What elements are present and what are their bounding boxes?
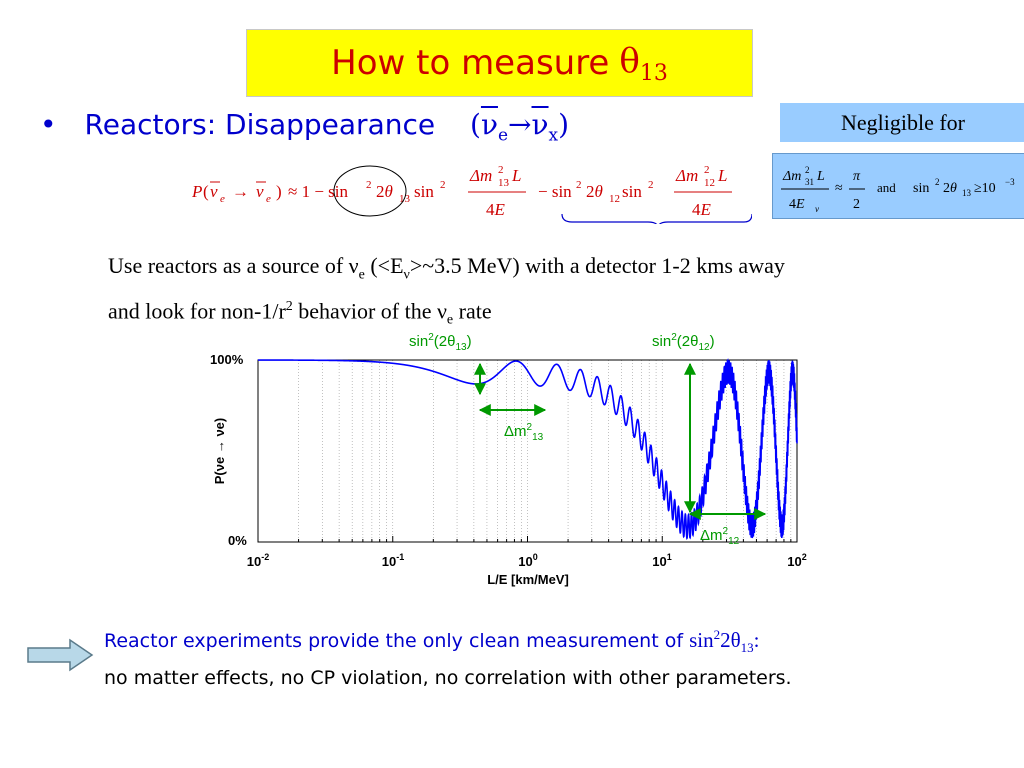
x-tick-label-1: 10-2 (247, 552, 269, 569)
svg-text:sin: sin (622, 182, 642, 201)
svg-text:P: P (192, 182, 202, 201)
svg-text:≈ 1 − sin: ≈ 1 − sin (288, 182, 349, 201)
svg-text:Δm: Δm (782, 169, 801, 184)
right-arrow-icon (26, 638, 96, 677)
oscillation-plot: 100% 0% P(νe → νe) 10-2 10-1 100 101 102… (200, 326, 820, 591)
y-tick-label-100: 100% (210, 352, 244, 367)
x-tick-label-2: 10-1 (382, 552, 404, 569)
svg-text:2: 2 (576, 179, 582, 191)
title-text: How to measure (331, 43, 610, 83)
svg-text:4E: 4E (692, 200, 712, 219)
oscillation-formula: P ( ν e → ν e ) ≈ 1 − sin 2 2θ 13 sin 2 Δm 2… (191, 160, 753, 228)
svg-text:(: ( (203, 182, 209, 201)
annotation-dm2-13: Δm213 (504, 422, 544, 443)
svg-text:4E: 4E (486, 200, 506, 219)
series-line (258, 358, 798, 540)
svg-text:2θ: 2θ (376, 182, 393, 201)
svg-text:sin: sin (414, 182, 434, 201)
bullet-reactors: • Reactors: Disappearance (νe→νx) (40, 108, 569, 146)
svg-text:e: e (220, 193, 225, 205)
condition-formula: Δm 2 31 L 4E ν ≈ π 2 and sin 2 2θ 13 ≥10 −3 (781, 165, 1015, 214)
svg-text:4E: 4E (789, 197, 805, 212)
conclusion-line-2: no matter effects, no CP violation, no c… (104, 667, 792, 690)
svg-text:−3: −3 (1005, 177, 1015, 187)
svg-text:→: → (232, 182, 249, 201)
x-tick-label-4: 101 (652, 552, 671, 569)
svg-text:2θ: 2θ (586, 182, 603, 201)
svg-text:Δm: Δm (469, 166, 492, 185)
svg-text:2: 2 (366, 179, 372, 191)
svg-text:e: e (266, 193, 271, 205)
svg-text:2: 2 (648, 179, 654, 191)
svg-text:13: 13 (962, 188, 972, 198)
svg-text:2: 2 (704, 164, 710, 176)
y-axis-label: P(νe → νe) (212, 418, 227, 484)
negligible-label: Negligible for (780, 103, 1024, 142)
svg-text:L: L (717, 166, 727, 185)
svg-text:ν: ν (815, 204, 819, 214)
bullet-process: (νe→νx) (470, 108, 570, 146)
slide-title: How to measure θ13 (246, 29, 753, 97)
svg-text:2θ: 2θ (943, 181, 957, 196)
plot-svg: 100% 0% P(νe → νe) 10-2 10-1 100 101 102… (210, 332, 807, 587)
svg-text:ν: ν (210, 182, 218, 201)
svg-text:ν: ν (256, 182, 264, 201)
x-tick-label-3: 100 (518, 552, 537, 569)
conclusion-line-1: Reactor experiments provide the only cle… (104, 627, 760, 656)
annotation-dm2-12: Δm212 (700, 526, 740, 547)
description-line-2: and look for non-1/r2 behavior of the νe… (108, 298, 492, 329)
y-tick-label-0: 0% (228, 533, 247, 548)
negligible-condition: Δm 2 31 L 4E ν ≈ π 2 and sin 2 2θ 13 ≥10 −3 (772, 153, 1024, 219)
svg-text:2: 2 (935, 177, 940, 187)
annotation-sin2-theta12: sin2(2θ12) (652, 332, 715, 353)
svg-text:2: 2 (805, 165, 810, 175)
svg-text:12: 12 (609, 193, 620, 205)
svg-text:− sin: − sin (538, 182, 572, 201)
bullet-text: Reactors: Disappearance (84, 108, 436, 141)
svg-text:31: 31 (805, 177, 814, 187)
description-line-1: Use reactors as a source of νe (<Eν>~3.5… (108, 253, 785, 283)
annotation-sin2-theta13: sin2(2θ13) (409, 332, 472, 353)
title-theta: θ13 (619, 40, 668, 86)
svg-text:2: 2 (498, 164, 504, 176)
svg-text:π: π (853, 169, 861, 184)
svg-text:L: L (511, 166, 521, 185)
bullet-marker: • (40, 108, 57, 141)
x-tick-label-5: 102 (787, 552, 806, 569)
conclusion: Reactor experiments provide the only cle… (104, 620, 1004, 693)
svg-text:L: L (816, 169, 825, 184)
svg-text:Δm: Δm (675, 166, 698, 185)
svg-text:2: 2 (853, 197, 860, 212)
svg-text:12: 12 (704, 177, 715, 189)
svg-text:2: 2 (440, 179, 446, 191)
description: Use reactors as a source of νe (<Eν>~3.5… (108, 250, 1008, 337)
svg-text:13: 13 (498, 177, 510, 189)
negligible-brace (561, 213, 753, 228)
svg-text:sin: sin (913, 181, 929, 196)
svg-text:≥10: ≥10 (974, 181, 996, 196)
condition-and-text: and (877, 180, 896, 195)
svg-text:): ) (276, 182, 282, 201)
x-axis-label: L/E [km/MeV] (487, 572, 569, 587)
theta13-highlight-ellipse (333, 165, 407, 217)
svg-text:≈: ≈ (835, 181, 843, 196)
